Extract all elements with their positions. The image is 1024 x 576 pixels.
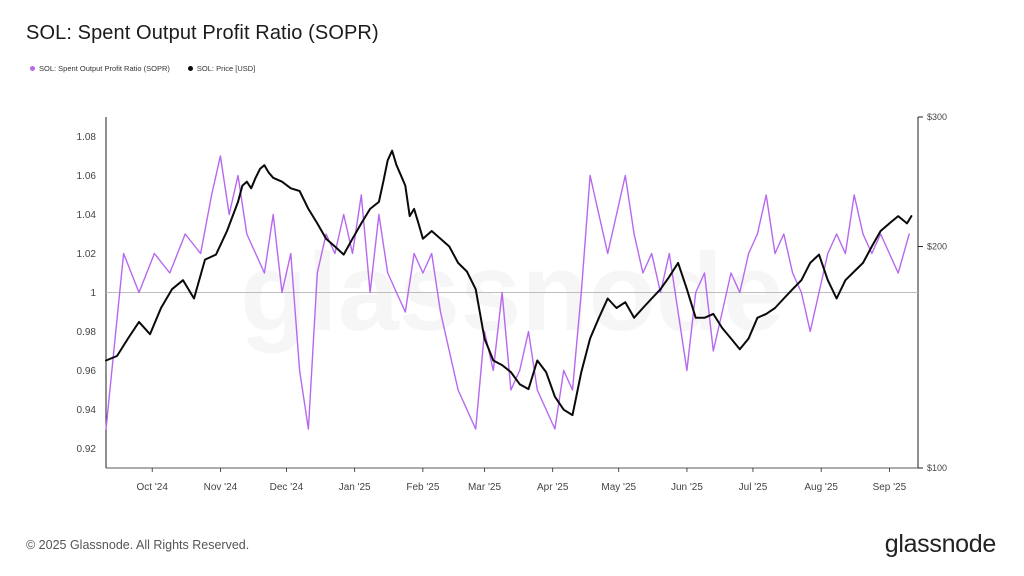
copyright-footer: © 2025 Glassnode. All Rights Reserved.	[26, 538, 250, 552]
x-tick-label: Apr '25	[537, 482, 569, 493]
y-right-tick-label: $200	[927, 242, 947, 252]
y-left-tick-label: 0.94	[77, 405, 97, 416]
x-tick-label: Aug '25	[804, 482, 838, 493]
price-series-line	[105, 149, 913, 417]
y-left-tick-label: 1	[90, 288, 96, 299]
legend-item-sopr[interactable]: SOL: Spent Output Profit Ratio (SOPR)	[30, 64, 170, 73]
y-right-tick-label: $100	[927, 463, 947, 473]
y-left-tick-label: 0.96	[77, 366, 97, 377]
legend-dot-price	[187, 66, 193, 71]
legend-label-price: SOL: Price [USD]	[196, 64, 256, 73]
chart-title: SOL: Spent Output Profit Ratio (SOPR)	[26, 22, 379, 44]
y-left-tick-label: 0.92	[77, 444, 97, 455]
x-tick-label: Mar '25	[468, 482, 501, 493]
legend: SOL: Spent Output Profit Ratio (SOPR) SO…	[30, 64, 255, 73]
legend-item-price[interactable]: SOL: Price [USD]	[187, 64, 256, 73]
x-tick-label: May '25	[601, 482, 636, 493]
legend-dot-sopr	[30, 66, 35, 71]
x-tick-label: Jul '25	[739, 482, 768, 493]
x-tick-label: Feb '25	[406, 482, 439, 493]
y-left-tick-label: 0.98	[77, 327, 97, 338]
x-tick-label: Sep '25	[873, 482, 907, 493]
y-left-tick-label: 1.02	[77, 249, 97, 260]
sopr-series-line	[105, 155, 910, 430]
x-tick-label: Oct '24	[137, 482, 169, 493]
x-tick-label: Jan '25	[339, 482, 371, 493]
y-right-tick-label: $300	[927, 112, 947, 122]
x-tick-label: Nov '24	[204, 482, 238, 493]
x-tick-label: Dec '24	[270, 482, 304, 493]
x-tick-label: Jun '25	[671, 482, 703, 493]
legend-label-sopr: SOL: Spent Output Profit Ratio (SOPR)	[39, 64, 170, 73]
y-left-tick-label: 1.04	[77, 210, 97, 221]
y-left-tick-label: 1.06	[77, 171, 97, 182]
glassnode-logo: glassnode	[884, 530, 997, 558]
y-left-tick-label: 1.08	[77, 132, 97, 143]
